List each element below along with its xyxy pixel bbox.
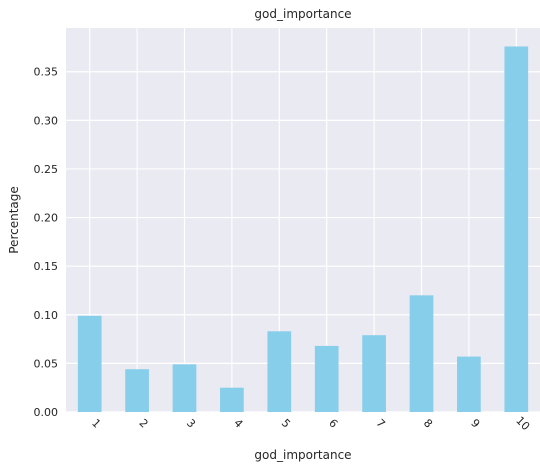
x-axis-title: god_importance: [254, 448, 351, 462]
x-tick-label: 10: [513, 414, 532, 433]
grid-lines: [66, 28, 540, 413]
x-tick-label: 7: [374, 416, 388, 430]
chart-title: god_importance: [254, 7, 351, 21]
bar-6: [314, 345, 339, 412]
bars-group: [77, 46, 529, 412]
y-tick-label: 0.15: [34, 260, 59, 273]
bar-2: [125, 369, 149, 412]
bar-3: [172, 364, 197, 412]
plot-background: [66, 28, 540, 412]
x-tick-label: 2: [137, 416, 151, 430]
y-tick-labels: 0.00 0.05 0.10 0.15 0.20 0.25 0.30 0.35: [34, 66, 59, 419]
y-tick-label: 0.00: [34, 406, 59, 419]
x-tick-labels: 1 2 3 4 5 6 7 8 9 10: [89, 414, 532, 433]
x-tick-label: 9: [468, 416, 482, 430]
y-tick-label: 0.20: [34, 212, 59, 225]
bar-5: [267, 331, 292, 412]
bar-7: [362, 335, 386, 412]
x-tick-label: 1: [89, 416, 103, 430]
y-tick-label: 0.25: [34, 163, 59, 176]
y-tick-label: 0.10: [34, 309, 59, 322]
x-tick-label: 4: [231, 416, 245, 430]
bar-4: [220, 387, 244, 412]
y-axis-title: Percentage: [7, 186, 21, 254]
y-tick-label: 0.30: [34, 114, 59, 127]
y-tick-label: 0.05: [34, 357, 59, 370]
bar-9: [457, 356, 481, 412]
bar-1: [77, 315, 102, 412]
y-tick-label: 0.35: [34, 66, 59, 79]
x-tick-label: 3: [184, 416, 198, 430]
bar-8: [409, 295, 434, 412]
x-tick-label: 6: [326, 416, 340, 430]
bar-10: [504, 46, 529, 412]
x-tick-label: 5: [279, 416, 293, 430]
x-tick-label: 8: [421, 416, 435, 430]
